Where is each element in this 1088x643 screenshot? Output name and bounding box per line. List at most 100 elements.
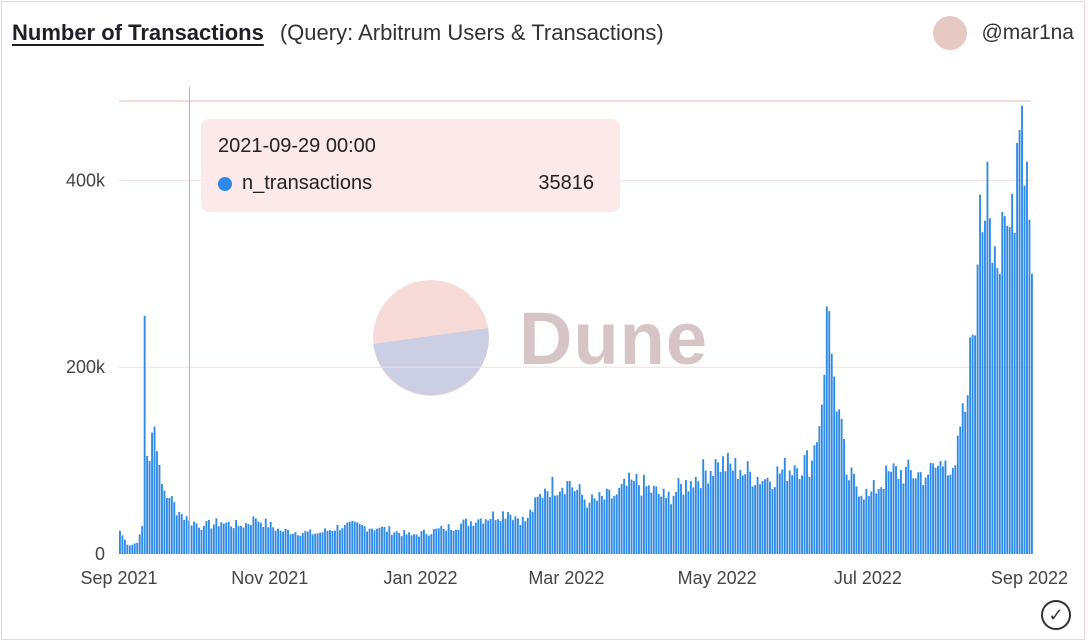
bar[interactable] [430, 534, 433, 554]
bar[interactable] [432, 529, 435, 554]
bar[interactable] [343, 525, 346, 554]
bar[interactable] [927, 474, 930, 554]
bar[interactable] [919, 472, 922, 554]
bar[interactable] [378, 527, 381, 554]
bar[interactable] [264, 518, 267, 554]
bar[interactable] [240, 525, 242, 554]
bar[interactable] [299, 535, 302, 554]
bar[interactable] [820, 404, 823, 554]
bar[interactable] [148, 460, 151, 554]
bar[interactable] [655, 486, 658, 554]
bar[interactable] [583, 499, 586, 554]
bar[interactable] [739, 469, 742, 554]
bar[interactable] [410, 535, 413, 554]
bar[interactable] [588, 502, 591, 554]
bar[interactable] [153, 426, 156, 554]
bar[interactable] [808, 476, 811, 554]
bar[interactable] [170, 496, 173, 554]
bar[interactable] [660, 496, 663, 554]
bar[interactable] [932, 463, 934, 554]
bar[interactable] [1028, 219, 1031, 554]
bar[interactable] [121, 535, 124, 554]
bar[interactable] [769, 481, 771, 554]
bar[interactable] [608, 489, 611, 554]
bar[interactable] [561, 487, 564, 554]
bar[interactable] [413, 534, 415, 554]
bar[interactable] [294, 532, 297, 554]
check-circle-icon[interactable]: ✓ [1041, 600, 1071, 630]
bar[interactable] [1008, 227, 1011, 554]
bar[interactable] [376, 528, 378, 554]
bar[interactable] [502, 511, 504, 554]
bar[interactable] [489, 518, 492, 554]
bar[interactable] [803, 455, 806, 554]
bar[interactable] [499, 520, 502, 554]
bar[interactable] [203, 525, 205, 554]
bar[interactable] [845, 474, 848, 554]
bar[interactable] [618, 487, 621, 554]
bar[interactable] [289, 534, 292, 554]
bar[interactable] [798, 479, 801, 554]
bar[interactable] [571, 487, 574, 554]
bar[interactable] [707, 483, 710, 554]
bar[interactable] [284, 528, 287, 554]
bar[interactable] [712, 475, 715, 554]
bar[interactable] [946, 475, 949, 554]
bar[interactable] [450, 529, 453, 554]
bar[interactable] [368, 528, 371, 554]
bar[interactable] [645, 486, 648, 554]
bar[interactable] [220, 522, 223, 554]
bar[interactable] [205, 520, 208, 554]
bar[interactable] [388, 526, 391, 554]
bar[interactable] [494, 520, 497, 554]
bar[interactable] [395, 531, 398, 554]
bar[interactable] [472, 525, 475, 554]
bar[interactable] [746, 461, 749, 554]
bar[interactable] [272, 527, 275, 554]
bar[interactable] [190, 525, 193, 554]
bar[interactable] [482, 523, 485, 554]
bar[interactable] [358, 523, 361, 554]
bar[interactable] [731, 470, 734, 554]
bar[interactable] [729, 463, 732, 555]
bar[interactable] [529, 509, 532, 554]
bar[interactable] [961, 403, 964, 554]
bar[interactable] [754, 485, 757, 554]
bar[interactable] [652, 485, 655, 554]
bar[interactable] [1031, 273, 1033, 554]
bar[interactable] [598, 492, 601, 554]
bar[interactable] [887, 471, 890, 554]
bar[interactable] [988, 218, 991, 554]
bar[interactable] [880, 487, 883, 554]
bar[interactable] [806, 450, 808, 554]
bar[interactable] [566, 481, 569, 554]
bar[interactable] [647, 485, 650, 554]
bar[interactable] [576, 489, 579, 554]
bar[interactable] [687, 491, 690, 554]
bar[interactable] [835, 411, 838, 555]
bar[interactable] [872, 480, 875, 554]
bar[interactable] [178, 511, 181, 554]
bar[interactable] [939, 461, 942, 554]
bar[interactable] [549, 497, 551, 554]
bar[interactable] [1011, 193, 1014, 555]
bar[interactable] [296, 535, 299, 554]
bar[interactable] [937, 465, 939, 554]
bar[interactable] [452, 530, 455, 554]
bar[interactable] [976, 264, 979, 554]
bar[interactable] [744, 474, 747, 554]
bar[interactable] [195, 523, 198, 554]
bar[interactable] [217, 526, 220, 554]
bar[interactable] [764, 479, 766, 554]
chart-title-link[interactable]: Number of Transactions [12, 20, 264, 45]
bar[interactable] [697, 481, 700, 554]
bar[interactable] [183, 519, 186, 554]
bar[interactable] [553, 495, 556, 554]
bar[interactable] [692, 487, 695, 555]
bar[interactable] [539, 493, 542, 554]
bar[interactable] [684, 480, 687, 554]
bar[interactable] [776, 466, 779, 554]
bar[interactable] [282, 531, 284, 554]
bar[interactable] [855, 486, 858, 554]
